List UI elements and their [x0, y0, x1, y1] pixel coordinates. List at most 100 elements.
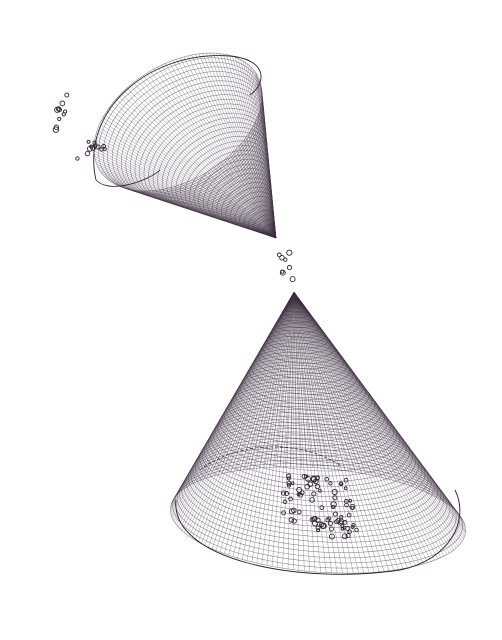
- cone-ring: [125, 85, 265, 200]
- bubble: [338, 481, 344, 487]
- bubble: [63, 109, 68, 114]
- cone-line: [211, 291, 295, 549]
- bubble: [276, 252, 282, 258]
- cone-ring: [216, 177, 272, 223]
- cone-ring: [120, 80, 265, 199]
- cone-ring: [219, 396, 398, 461]
- cone-line: [274, 291, 295, 468]
- bubble: [286, 480, 292, 486]
- bubble: [286, 476, 291, 481]
- bubble: [319, 522, 324, 527]
- cone-line: [237, 291, 295, 559]
- cone-line: [293, 291, 324, 469]
- cone-ring: [286, 301, 304, 308]
- bubble: [286, 249, 293, 256]
- cone-line: [293, 291, 421, 565]
- lower-cone-rim-curves: [170, 294, 466, 575]
- cone-line: [293, 291, 330, 469]
- bubble: [310, 475, 317, 482]
- bubble: [55, 106, 61, 112]
- cone-ring: [221, 393, 395, 456]
- bubble: [320, 522, 327, 529]
- cone-line: [293, 291, 338, 574]
- bubble: [284, 491, 290, 496]
- bubble: [281, 510, 287, 516]
- cone-ring: [172, 463, 463, 569]
- bubble: [86, 139, 91, 144]
- bubble: [328, 481, 333, 486]
- cone-line: [293, 291, 442, 558]
- bubble: [318, 488, 322, 493]
- bubble: [344, 502, 349, 508]
- bubble: [332, 495, 338, 501]
- cone-ring: [93, 52, 263, 192]
- bubble: [288, 496, 293, 502]
- cone-ring: [148, 108, 267, 206]
- bubble: [348, 498, 353, 503]
- cone-ring: [253, 348, 351, 385]
- cone-line: [293, 291, 351, 472]
- bubble: [84, 150, 91, 157]
- bubble: [99, 147, 104, 152]
- cone-line: [224, 291, 295, 554]
- cone-line: [202, 291, 295, 480]
- cone-ring: [143, 103, 267, 205]
- bubble: [279, 254, 285, 261]
- cone-line: [213, 291, 295, 476]
- bubble: [296, 486, 302, 493]
- bubble: [328, 526, 334, 532]
- bubble: [350, 505, 355, 510]
- cone-line: [293, 291, 408, 568]
- bubble: [86, 145, 93, 152]
- bubble: [64, 92, 70, 98]
- cone-line: [206, 291, 295, 479]
- cone-ring: [248, 210, 275, 232]
- bubble: [314, 475, 320, 481]
- cone-line: [261, 291, 295, 565]
- bubble: [343, 477, 349, 483]
- cone-ring: [224, 390, 391, 451]
- cone-line: [189, 291, 295, 537]
- cone-line: [249, 291, 295, 470]
- bubble: [296, 492, 301, 497]
- bubble: [57, 116, 62, 121]
- bubble-particles: [52, 92, 359, 540]
- cone-line: [251, 291, 295, 563]
- cone-line: [293, 291, 423, 491]
- cone-line: [199, 291, 295, 481]
- bubble: [309, 517, 315, 523]
- cone-ring: [102, 62, 264, 194]
- cone-line: [293, 291, 341, 471]
- cone-line: [277, 291, 295, 568]
- bubble: [280, 490, 287, 496]
- bubble: [315, 525, 321, 531]
- cone-ring: [194, 431, 432, 518]
- bubble: [288, 508, 295, 515]
- bubble: [319, 505, 325, 510]
- cone-ring: [166, 126, 268, 211]
- cone-line: [244, 291, 295, 470]
- bubble: [291, 518, 297, 524]
- bubble: [289, 276, 296, 283]
- lower-outer-curve: [175, 489, 461, 575]
- cone-ring: [271, 233, 276, 238]
- cone-ring: [116, 75, 265, 198]
- cone-ring: [130, 89, 266, 201]
- bubble: [288, 517, 295, 523]
- bubble: [304, 474, 309, 479]
- cone-ring: [174, 460, 460, 564]
- cone-line: [221, 291, 295, 474]
- upper-cone: [93, 52, 277, 239]
- cone-ring: [228, 383, 385, 441]
- cone-line: [293, 291, 432, 562]
- bubble: [311, 491, 317, 497]
- cone-ring: [170, 466, 466, 574]
- cone-line: [290, 291, 295, 467]
- bubble: [328, 533, 335, 540]
- cone-line: [293, 291, 466, 532]
- cone-line: [293, 291, 297, 467]
- cone-ring: [197, 428, 429, 513]
- cone-ring: [289, 298, 301, 303]
- cone-line: [282, 291, 295, 569]
- bubble: [354, 527, 359, 533]
